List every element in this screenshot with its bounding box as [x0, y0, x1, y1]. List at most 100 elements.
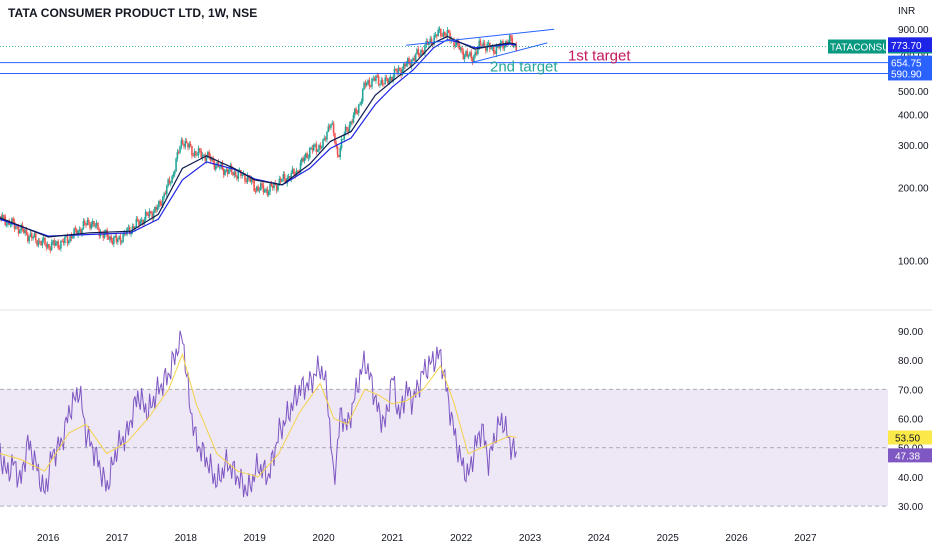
- candle-body: [384, 77, 387, 85]
- candle-body: [203, 154, 205, 156]
- candle-body: [86, 220, 89, 226]
- candle-body: [237, 171, 240, 179]
- rsi-tick-label: 60.00: [898, 415, 923, 426]
- candle-body: [111, 240, 114, 244]
- candle-body: [350, 121, 352, 125]
- candle-body: [320, 147, 323, 149]
- candle-body: [105, 229, 107, 233]
- time-tick-label: 2017: [106, 533, 129, 544]
- candle-body: [245, 180, 248, 183]
- candle-body: [150, 211, 152, 214]
- candle-body: [83, 221, 86, 224]
- target-label: 2nd target: [490, 58, 558, 75]
- candle-body: [500, 41, 503, 43]
- candle-body: [191, 145, 193, 156]
- candle-body: [398, 67, 401, 70]
- candle-body: [265, 189, 267, 190]
- candle-body: [363, 82, 365, 90]
- candle-body: [36, 240, 38, 246]
- candle-body: [375, 75, 377, 81]
- candle-body: [449, 32, 451, 41]
- candle-body: [148, 211, 151, 217]
- candle-body: [164, 193, 167, 195]
- candle-body: [102, 232, 105, 238]
- candle-body: [406, 58, 409, 65]
- candle-body: [163, 193, 165, 198]
- candle-body: [445, 35, 447, 37]
- candle-body: [181, 140, 184, 145]
- candle-body: [244, 173, 246, 181]
- candle-body: [473, 55, 475, 63]
- candle-body: [447, 29, 450, 33]
- candle-body: [269, 183, 271, 192]
- candle-body: [214, 165, 217, 170]
- candle-body: [416, 49, 418, 55]
- candle-body: [347, 129, 349, 133]
- candle-body: [409, 62, 412, 67]
- candle-body: [16, 226, 19, 228]
- candle-body: [388, 79, 390, 84]
- candle-body: [330, 124, 332, 128]
- candle-body: [287, 176, 290, 178]
- candle-body: [140, 219, 143, 222]
- time-tick-label: 2025: [657, 533, 680, 544]
- price-tick-label: 200.00: [898, 183, 929, 194]
- candle-body: [491, 46, 494, 49]
- candle-body: [134, 226, 136, 229]
- candle-body: [77, 230, 79, 236]
- candle-body: [397, 67, 400, 73]
- candle-body: [78, 229, 81, 231]
- candle-body: [30, 233, 33, 239]
- time-tick-label: 2019: [244, 533, 267, 544]
- candle-body: [304, 153, 307, 158]
- candle-body: [412, 58, 414, 61]
- candle-body: [418, 54, 421, 56]
- candle-body: [376, 75, 379, 77]
- candle-body: [38, 240, 41, 242]
- candle-body: [392, 76, 394, 82]
- candle-body: [256, 186, 258, 192]
- time-tick-label: 2020: [312, 533, 335, 544]
- rsi-tag: [888, 430, 932, 445]
- candle-body: [344, 126, 347, 135]
- candle-body: [290, 173, 293, 180]
- candle-body: [322, 139, 324, 148]
- candle-body: [379, 84, 381, 86]
- candle-body: [109, 236, 111, 240]
- price-tick-label: 500.00: [898, 87, 929, 98]
- candle-body: [50, 242, 53, 251]
- candle-body: [453, 39, 455, 47]
- candle-body: [318, 145, 320, 151]
- candle-body: [142, 219, 144, 225]
- candle-body: [482, 42, 484, 46]
- candle-body: [189, 143, 192, 146]
- candle-body: [389, 76, 392, 80]
- time-tick-label: 2016: [37, 533, 60, 544]
- candle-body: [120, 241, 123, 243]
- price-tag: [888, 66, 932, 81]
- candle-body: [270, 183, 273, 187]
- candle-body: [316, 150, 319, 152]
- channel-upper-line[interactable]: [406, 28, 555, 46]
- candle-body: [395, 68, 397, 71]
- candle-body: [459, 47, 462, 50]
- candle-body: [355, 108, 357, 113]
- candle-body: [492, 46, 495, 53]
- candle-body: [236, 175, 238, 179]
- candle-body: [26, 234, 29, 242]
- candle-body: [408, 58, 410, 63]
- candle-body: [275, 184, 278, 191]
- candle-body: [414, 54, 417, 61]
- candle-body: [279, 178, 282, 182]
- rsi-tick-label: 70.00: [898, 385, 923, 396]
- candle-body: [147, 214, 150, 217]
- currency-label: INR: [898, 6, 915, 17]
- candle-body: [420, 50, 422, 56]
- candle-body: [3, 215, 5, 217]
- candle-body: [5, 224, 8, 226]
- candle-body: [396, 70, 398, 73]
- candle-body: [293, 168, 295, 175]
- candle-body: [169, 182, 172, 184]
- candle-body: [506, 41, 508, 44]
